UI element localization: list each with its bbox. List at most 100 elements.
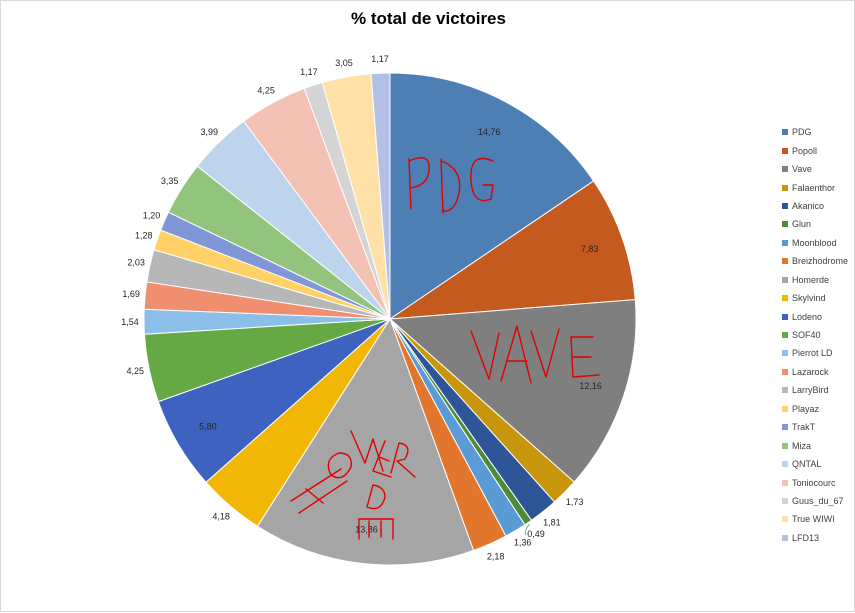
- legend-swatch: [782, 147, 788, 154]
- data-label-trakt: 1,20: [143, 210, 161, 220]
- legend-label: Breizhodrome: [792, 256, 849, 267]
- legend-label: Falaenthor: [792, 182, 836, 193]
- legend-item-qntal: QNTAL: [782, 455, 848, 473]
- legend-swatch: [782, 442, 788, 449]
- legend-swatch: [782, 497, 788, 504]
- legend-label: Lazarock: [792, 366, 829, 377]
- legend-item-miza: Miza: [782, 436, 848, 454]
- legend-label: Akanico: [792, 200, 825, 211]
- legend-item-lazarock: Lazarock: [782, 363, 848, 381]
- legend-label: Popoll: [792, 145, 818, 156]
- label-leader-lines: [524, 523, 530, 536]
- data-label-lazarock: 1,69: [122, 289, 140, 299]
- legend-item-pdg: PDG: [782, 123, 848, 141]
- legend-swatch: [782, 258, 788, 265]
- legend-label: LarryBird: [792, 385, 829, 396]
- legend-label: PDG: [792, 127, 812, 138]
- data-label-vave: 12,16: [579, 381, 602, 391]
- data-labels: 14,76 7,83 12,16 1,73 1,81 0,491,36 2,18 13,86 4…: [121, 54, 602, 561]
- legend-swatch: [782, 313, 788, 320]
- data-label-miza: 3,35: [161, 176, 179, 186]
- legend-swatch: [782, 350, 788, 357]
- pie-slice-vave: [388, 299, 637, 483]
- legend-label: Guus_du_67: [792, 495, 844, 506]
- legend-label: Lodeno: [792, 311, 823, 322]
- data-label-skylvind: 4,18: [212, 512, 230, 522]
- legend-item-guus-du-67: Guus_du_67: [782, 492, 848, 510]
- legend-swatch: [782, 534, 788, 541]
- data-label-qntal: 3,99: [201, 127, 219, 137]
- legend-label: Vave: [792, 164, 812, 175]
- legend-swatch: [782, 479, 788, 486]
- data-label-akanico: 1,81: [543, 517, 561, 527]
- data-label-lfd13: 1,17: [371, 54, 389, 64]
- chart-title: % total de victoires: [351, 9, 506, 28]
- legend-item-homerde: Homerde: [782, 271, 848, 289]
- data-label-pierrot-ld: 1,54: [121, 317, 139, 327]
- legend-label: QNTAL: [792, 459, 822, 470]
- legend-label: Miza: [792, 440, 812, 451]
- legend-item-popoll: Popoll: [782, 141, 848, 159]
- legend-label: Toniocourc: [792, 477, 836, 488]
- legend-swatch: [782, 202, 788, 209]
- legend-item-lfd13: LFD13: [782, 529, 848, 547]
- data-label-playaz: 1,28: [135, 230, 153, 240]
- data-label-sof40: 4,25: [127, 366, 145, 376]
- data-label-true-wiwi: 3,05: [335, 58, 353, 68]
- legend-item-moonblood: Moonblood: [782, 234, 848, 252]
- legend-swatch: [782, 387, 788, 394]
- legend-label: True WIWI: [792, 514, 835, 525]
- legend-item-playaz: Playaz: [782, 400, 848, 418]
- data-label-moonblood: 1,36: [514, 538, 532, 548]
- legend-swatch: [782, 424, 788, 431]
- legend-swatch: [782, 239, 788, 246]
- legend-item-glun: Glun: [782, 215, 848, 233]
- data-label-falaenthor: 1,73: [566, 497, 584, 507]
- pie-slice-popoll: [388, 180, 636, 320]
- red-handwritten-scribbles: [290, 157, 600, 540]
- legend-label: LFD13: [792, 532, 820, 543]
- legend-item-skylvind: Skylvind: [782, 289, 848, 307]
- legend-swatch: [782, 184, 788, 191]
- legend-label: Pierrot LD: [792, 348, 833, 359]
- legend-swatch: [782, 461, 788, 468]
- legend-swatch: [782, 221, 788, 228]
- legend-swatch: [782, 332, 788, 339]
- legend-item-lodeno: Lodeno: [782, 307, 848, 325]
- legend-item-pierrot-ld: Pierrot LD: [782, 344, 848, 362]
- data-label-guus-du-67: 1,17: [300, 67, 318, 77]
- data-label-homerde: 13,86: [355, 524, 378, 534]
- data-label-lodeno: 5,80: [199, 422, 217, 432]
- legend-swatch: [782, 276, 788, 283]
- legend-label: Playaz: [792, 403, 820, 414]
- legend-swatch: [782, 405, 788, 412]
- leader-line-glun: [524, 523, 530, 536]
- data-label-breizhodrome: 2,18: [487, 552, 505, 562]
- legend-item-sof40: SOF40: [782, 326, 848, 344]
- data-label-larrybird: 2,03: [127, 258, 145, 268]
- pie-slice-homerde: [256, 317, 475, 566]
- data-label-pdg: 14,76: [478, 127, 501, 137]
- data-label-toniocourc: 4,25: [257, 85, 275, 95]
- data-label-popoll: 7,83: [581, 244, 599, 254]
- legend-label: Homerde: [792, 274, 830, 285]
- legend-item-trakt: TrakT: [782, 418, 848, 436]
- legend-item-falaenthor: Falaenthor: [782, 178, 848, 196]
- legend-swatch: [782, 295, 788, 302]
- legend-item-larrybird: LarryBird: [782, 381, 848, 399]
- legend-label: Moonblood: [792, 237, 837, 248]
- legend-swatch: [782, 368, 788, 375]
- legend-label: Glun: [792, 219, 812, 230]
- legend-swatch: [782, 516, 788, 523]
- legend-item-toniocourc: Toniocourc: [782, 473, 848, 491]
- legend-item-true-wiwi: True WIWI: [782, 510, 848, 528]
- legend-label: TrakT: [792, 422, 816, 433]
- data-label-glun: 0,49: [527, 529, 545, 539]
- legend-swatch: [782, 166, 788, 173]
- legend-label: Skylvind: [792, 293, 826, 304]
- pie-slices: [143, 72, 637, 566]
- legend-item-vave: Vave: [782, 160, 848, 178]
- legend-item-breizhodrome: Breizhodrome: [782, 252, 848, 270]
- legend-label: SOF40: [792, 330, 821, 341]
